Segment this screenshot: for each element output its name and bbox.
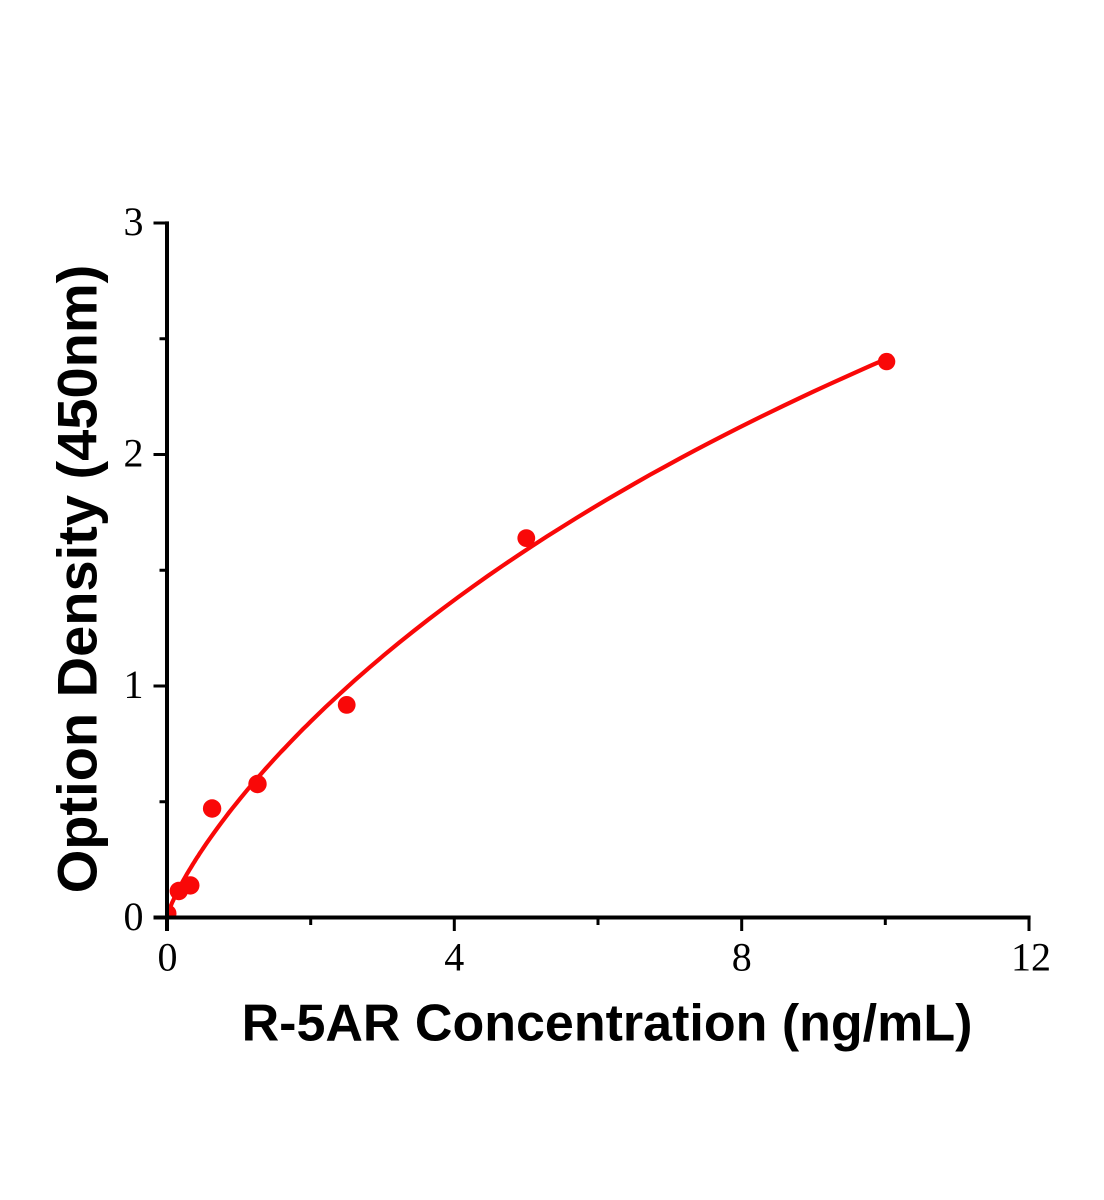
svg-text:1: 1 xyxy=(124,662,144,707)
svg-text:4: 4 xyxy=(444,934,464,979)
svg-text:2: 2 xyxy=(124,431,144,476)
svg-text:8: 8 xyxy=(732,934,752,979)
svg-text:12: 12 xyxy=(1011,934,1051,979)
svg-text:0: 0 xyxy=(124,894,144,939)
svg-text:0: 0 xyxy=(158,934,178,979)
svg-text:3: 3 xyxy=(124,199,144,244)
svg-text:Option Density (450nm): Option Density (450nm) xyxy=(46,265,109,894)
svg-text:R-5AR Concentration (ng/mL): R-5AR Concentration (ng/mL) xyxy=(242,995,973,1053)
